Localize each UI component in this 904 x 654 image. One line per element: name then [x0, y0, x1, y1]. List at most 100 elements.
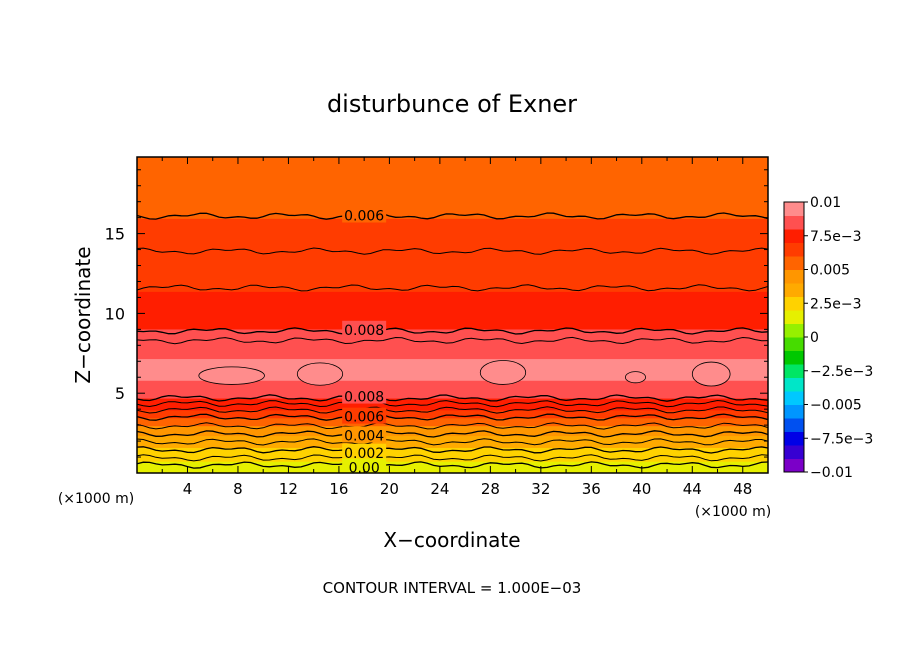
colorbar-swatch: [784, 296, 804, 311]
colorbar-swatch: [784, 323, 804, 338]
field-strip: [137, 299, 768, 302]
field-strip: [137, 160, 768, 164]
contour-line: [137, 394, 768, 402]
field-strip: [137, 228, 768, 231]
field-strip: [137, 289, 768, 292]
field-strip: [137, 342, 768, 346]
field-strip: [137, 358, 768, 362]
field-strip: [137, 206, 768, 209]
x-axis-unit: (×1000 m): [695, 504, 771, 520]
field-strip: [137, 435, 768, 439]
colorbar-swatch: [784, 350, 804, 365]
field-strip: [137, 445, 768, 448]
field-strip: [137, 194, 768, 198]
field-strip: [137, 281, 768, 284]
field-strip: [137, 382, 768, 385]
field-strip: [137, 463, 768, 466]
contour-line: [137, 461, 768, 469]
field-strip: [137, 324, 768, 328]
field-strip: [137, 186, 768, 190]
field-strip: [137, 417, 768, 421]
x-tick-label: 48: [733, 480, 752, 498]
field-strip: [137, 425, 768, 429]
field-strip: [137, 277, 768, 281]
contour-line: [137, 406, 768, 414]
x-tick-label: 32: [531, 480, 550, 498]
colorbar-label: 2.5e−3: [810, 296, 862, 312]
field-strip: [137, 443, 768, 446]
field-strip: [137, 208, 768, 211]
colorbar-swatch: [784, 242, 804, 257]
field-strip: [137, 192, 768, 196]
field-strip: [137, 318, 768, 322]
field-strip: [137, 427, 768, 431]
field-strip: [137, 350, 768, 354]
contour-field: [137, 157, 768, 473]
field-strip: [137, 395, 768, 399]
field-strip: [137, 170, 768, 174]
field-strip: [137, 390, 768, 393]
x-tick-label: 16: [329, 480, 348, 498]
field-strip: [137, 313, 768, 316]
field-strip: [137, 301, 768, 304]
y-tick-label: 15: [105, 225, 125, 244]
x-origin-unit: (×1000 m): [58, 491, 134, 507]
field-strip: [137, 265, 768, 269]
field-strip: [137, 394, 768, 397]
field-strip: [137, 344, 768, 348]
field-strip: [137, 374, 768, 377]
contour-line: [137, 413, 768, 421]
colorbar-swatch: [784, 229, 804, 243]
field-strip: [137, 249, 768, 253]
field-strip: [137, 453, 768, 456]
colorbar-swatch: [784, 256, 804, 270]
field-strip: [137, 269, 768, 273]
contour-label: 0.008: [344, 390, 384, 406]
field-strip: [137, 271, 768, 275]
colorbar-swatch: [784, 377, 804, 392]
field-strip: [137, 267, 768, 271]
colorbar-swatch: [784, 337, 804, 351]
contour-line: [137, 399, 768, 408]
field-strip: [137, 465, 768, 468]
field-strip: [137, 261, 768, 265]
field-strip: [137, 429, 768, 433]
field-strip: [137, 467, 768, 470]
field-strip: [137, 283, 768, 286]
field-strip: [137, 168, 768, 172]
colorbar-swatch: [784, 431, 804, 446]
field-strip: [137, 257, 768, 261]
field-strip: [137, 326, 768, 330]
colorbar-label: −0.01: [810, 465, 853, 481]
contour-label: 0.002: [344, 446, 384, 462]
field-strip: [137, 164, 768, 168]
field-strip: [137, 230, 768, 233]
field-strip: [137, 307, 768, 310]
contour-line: [137, 212, 768, 220]
field-strip: [137, 348, 768, 352]
colorbar-label: 7.5e−3: [810, 229, 862, 245]
field-strip: [137, 356, 768, 360]
field-strip: [137, 471, 768, 473]
field-strip: [137, 239, 768, 243]
colorbar-label: −7.5e−3: [810, 431, 873, 447]
contour-line: [137, 430, 768, 438]
colorbar-swatch: [784, 418, 804, 432]
field-strip: [137, 305, 768, 308]
colorbar-swatch: [784, 215, 804, 230]
field-strip: [137, 293, 768, 296]
field-strip: [137, 433, 768, 437]
field-strip: [137, 178, 768, 182]
contour-label-bg: [342, 206, 387, 223]
field-strip: [137, 459, 768, 462]
field-strip: [137, 234, 768, 237]
x-tick-label: 8: [233, 480, 243, 498]
contour-line: [137, 446, 768, 454]
field-strip: [137, 291, 768, 294]
field-strip: [137, 340, 768, 344]
field-strip: [137, 334, 768, 338]
contour-interval-note: CONTOUR INTERVAL = 1.000E−03: [323, 579, 582, 597]
field-strip: [137, 226, 768, 229]
colorbar-swatch: [784, 269, 804, 284]
field-strip: [137, 415, 768, 419]
